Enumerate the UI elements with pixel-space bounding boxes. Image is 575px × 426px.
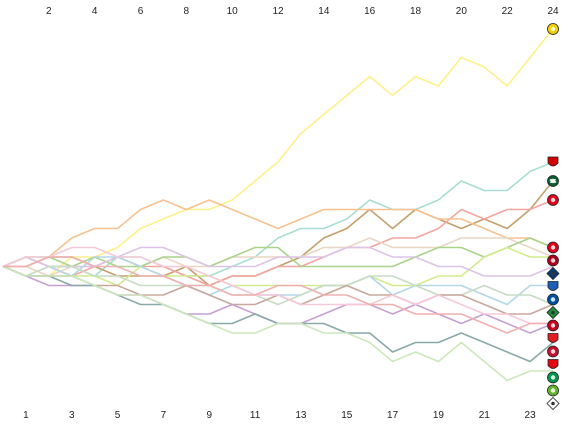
top-tick-label: 10 <box>227 6 239 17</box>
series-lines <box>2 28 554 382</box>
series-line <box>2 265 554 363</box>
nuernberg-crest-icon <box>547 254 559 267</box>
top-tick-label: 20 <box>456 6 468 17</box>
bottom-tick-label: 13 <box>295 410 307 421</box>
series-line <box>2 246 553 325</box>
gladbach-crest-icon <box>546 396 560 411</box>
bottom-tick-label: 3 <box>69 410 75 421</box>
bottom-tick-label: 9 <box>206 410 212 421</box>
bottom-tick-label: 17 <box>387 410 399 421</box>
series-line <box>2 256 553 306</box>
top-tick-label: 6 <box>138 6 144 17</box>
bottom-x-axis: 1 3 5 7 9 11 13 15 17 19 21 23 <box>23 410 536 421</box>
hannover-crest-icon: 96 <box>547 175 559 187</box>
bottom-tick-label: 11 <box>250 410 261 421</box>
bottom-tick-label: 7 <box>161 410 167 421</box>
bottom-tick-label: 19 <box>433 410 445 421</box>
furth-crest-icon <box>547 371 559 384</box>
hamburg-crest-icon <box>546 266 560 281</box>
werder-crest-icon <box>546 305 560 320</box>
series-line <box>3 199 554 268</box>
top-tick-label: 16 <box>364 6 376 17</box>
bottom-tick-label: 1 <box>23 410 29 421</box>
bottom-tick-label: 21 <box>479 410 491 421</box>
schalke-crest-icon <box>547 293 559 306</box>
stuttgart-crest-icon <box>547 333 559 343</box>
hoffenheim-crest-icon <box>547 281 559 291</box>
series-line <box>2 265 553 382</box>
freiburg-crest-icon <box>547 241 559 254</box>
top-tick-label: 4 <box>92 6 98 17</box>
top-tick-label: 18 <box>410 6 422 17</box>
top-tick-label: 12 <box>272 6 284 17</box>
top-x-axis: 2 4 6 8 10 12 14 16 18 20 22 24 <box>46 6 559 17</box>
top-tick-label: 2 <box>46 6 52 17</box>
bottom-tick-label: 5 <box>115 410 121 421</box>
series-line <box>2 161 554 277</box>
bottom-tick-label: 23 <box>525 410 537 421</box>
top-tick-label: 24 <box>547 6 559 17</box>
top-tick-label: 14 <box>318 6 330 17</box>
series-line <box>2 265 554 315</box>
team-crest-icons: 96 <box>546 23 560 411</box>
augsburg-crest-icon <box>547 345 559 358</box>
svg-text:96: 96 <box>550 179 557 185</box>
top-tick-label: 22 <box>502 6 514 17</box>
leverkusen-crest-icon <box>547 156 559 167</box>
dusseldorf-crest-icon <box>547 359 559 369</box>
bottom-tick-label: 15 <box>341 410 353 421</box>
dortmund-crest-icon <box>547 23 559 35</box>
frankfurt-crest-icon <box>547 319 559 332</box>
wolfsburg-crest-icon <box>547 384 559 397</box>
mainz-crest-icon <box>547 194 559 206</box>
series-line <box>3 256 553 334</box>
top-tick-label: 8 <box>184 6 190 17</box>
